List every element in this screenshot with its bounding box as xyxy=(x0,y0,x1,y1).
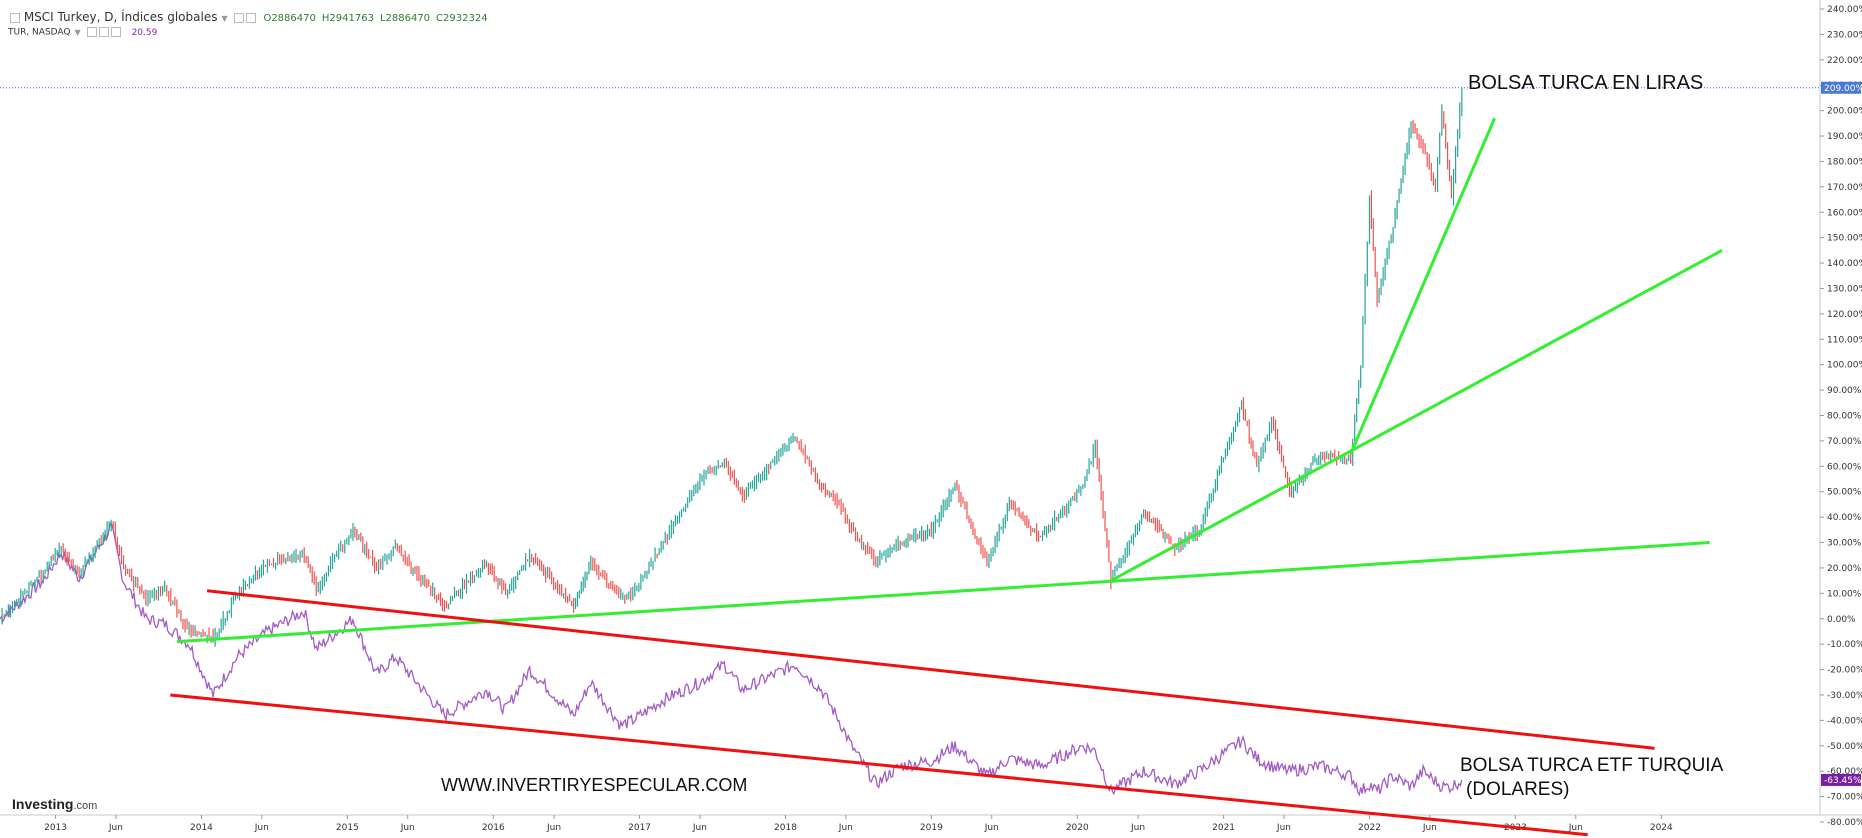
y-tick-label: -70.00% xyxy=(1827,793,1862,803)
logo-suffix: .com xyxy=(73,800,97,812)
y-tick-label: -20.00% xyxy=(1827,666,1862,676)
y-tick-label: 0.00% xyxy=(1827,615,1856,625)
green-trend-line-3 xyxy=(1351,118,1495,453)
y-tick-label: 150.00% xyxy=(1827,234,1862,244)
red-channel-line-5 xyxy=(170,695,1587,835)
y-tick-label: 240.00% xyxy=(1827,5,1862,15)
x-tick-label: 2015 xyxy=(336,823,359,833)
x-tick-label: 2024 xyxy=(1650,823,1673,833)
x-tick-label: Jun xyxy=(838,823,853,833)
last-value-tag-label: -63.45% xyxy=(1824,776,1862,786)
y-tick-label: 140.00% xyxy=(1827,259,1862,269)
x-tick-label: Jun xyxy=(1130,823,1145,833)
y-tick-label: 200.00% xyxy=(1827,107,1862,117)
y-tick-label: -40.00% xyxy=(1827,716,1862,726)
y-tick-label: 80.00% xyxy=(1827,412,1862,422)
x-tick-label: Jun xyxy=(546,823,561,833)
x-tick-label: Jun xyxy=(254,823,269,833)
x-tick-label: 2016 xyxy=(482,823,505,833)
x-tick-label: Jun xyxy=(1276,823,1291,833)
series-candles-msci-turkey xyxy=(2,87,1462,647)
x-tick-label: 2019 xyxy=(920,823,943,833)
annotation-bottom-label-1: BOLSA TURCA ETF TURQUIA xyxy=(1460,755,1723,777)
x-tick-label: 2021 xyxy=(1212,823,1235,833)
logo-name: Investing xyxy=(12,796,73,812)
x-tick-label: Jun xyxy=(400,823,415,833)
x-tick-label: 2013 xyxy=(44,823,67,833)
y-tick-label: 160.00% xyxy=(1827,208,1862,218)
y-tick-label: 50.00% xyxy=(1827,488,1862,498)
x-tick-label: Jun xyxy=(1422,823,1437,833)
y-tick-label: 220.00% xyxy=(1827,56,1862,66)
red-channel-line-4 xyxy=(207,591,1654,749)
y-tick-label: -10.00% xyxy=(1827,640,1862,650)
y-tick-label: 90.00% xyxy=(1827,386,1862,396)
y-tick-label: 230.00% xyxy=(1827,30,1862,40)
annotation-bottom-label-2: (DOLARES) xyxy=(1466,779,1569,801)
x-tick-label: 2018 xyxy=(774,823,797,833)
y-tick-label: 20.00% xyxy=(1827,564,1862,574)
x-tick-label: Jun xyxy=(108,823,123,833)
y-tick-label: 120.00% xyxy=(1827,310,1862,320)
annotation-top-label: BOLSA TURCA EN LIRAS xyxy=(1468,72,1703,95)
y-tick-label: 180.00% xyxy=(1827,157,1862,167)
y-tick-label: 70.00% xyxy=(1827,437,1862,447)
watermark-url: WWW.INVERTIRYESPECULAR.COM xyxy=(441,775,747,796)
x-tick-label: Jun xyxy=(692,823,707,833)
y-tick-label: -30.00% xyxy=(1827,691,1862,701)
y-tick-label: 30.00% xyxy=(1827,539,1862,549)
y-tick-label: -80.00% xyxy=(1827,818,1862,828)
x-tick-label: 2022 xyxy=(1358,823,1381,833)
y-tick-label: 60.00% xyxy=(1827,462,1862,472)
series-line-tur-etf xyxy=(0,523,1462,795)
last-value-tag-label: 209.00% xyxy=(1824,84,1862,94)
y-tick-label: 100.00% xyxy=(1827,361,1862,371)
y-tick-label: 40.00% xyxy=(1827,513,1862,523)
investing-logo: Investing.com xyxy=(12,796,97,812)
y-tick-label: 190.00% xyxy=(1827,132,1862,142)
y-tick-label: -50.00% xyxy=(1827,742,1862,752)
y-tick-label: 170.00% xyxy=(1827,183,1862,193)
x-tick-label: Jun xyxy=(984,823,999,833)
y-tick-label: 10.00% xyxy=(1827,589,1862,599)
x-tick-label: 2020 xyxy=(1066,823,1089,833)
x-tick-label: 2014 xyxy=(190,823,213,833)
y-tick-label: 130.00% xyxy=(1827,284,1862,294)
y-tick-label: 110.00% xyxy=(1827,335,1862,345)
x-tick-label: 2017 xyxy=(628,823,651,833)
